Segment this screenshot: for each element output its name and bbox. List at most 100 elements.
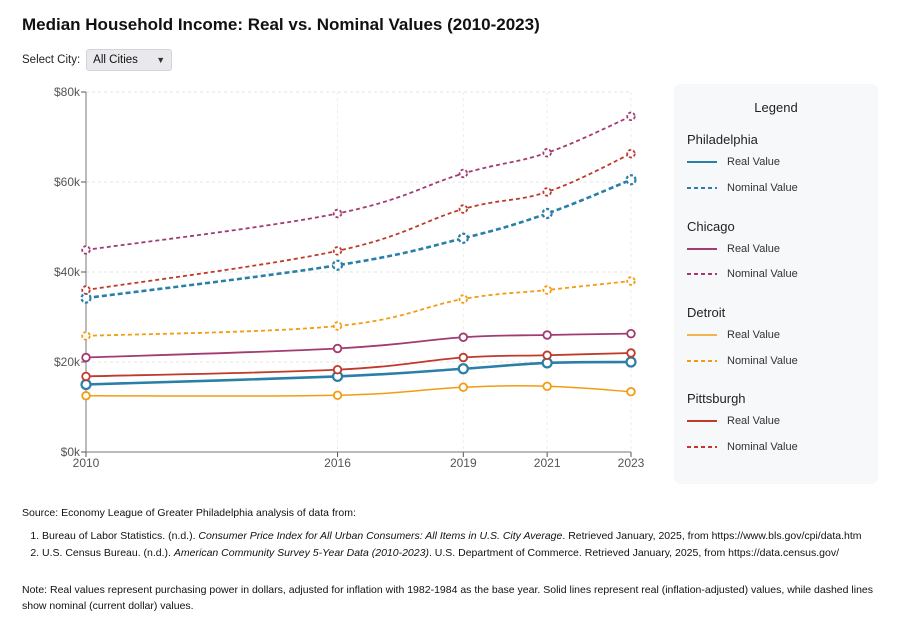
data-point-chicago-nominal-2021 — [542, 148, 552, 158]
y-tick-label: $0k — [61, 445, 81, 459]
data-point-philadelphia-real-2023 — [625, 356, 637, 368]
data-point-detroit-nominal-2010 — [81, 331, 91, 341]
series-line-pittsburgh-nominal — [85, 152, 632, 291]
series-line-detroit-real — [85, 385, 632, 397]
data-point-detroit-real-2023 — [626, 387, 636, 397]
data-point-chicago-real-2010 — [81, 352, 91, 363]
legend-city-detroit: Detroit — [687, 305, 726, 320]
dashed-line-swatch — [687, 187, 717, 189]
data-point-philadelphia-real-2010 — [80, 378, 92, 391]
series-line-pittsburgh-real — [85, 352, 632, 378]
ref-detail: . Retrieved January, 2025, from https://… — [562, 530, 862, 542]
legend-city-pittsburgh: Pittsburgh — [687, 391, 746, 406]
data-point-pittsburgh-real-2019 — [458, 352, 469, 363]
ref-detail: . U.S. Department of Commerce. Retrieved… — [428, 547, 840, 559]
data-point-philadelphia-nominal-2021 — [541, 207, 553, 220]
data-point-detroit-nominal-2023 — [626, 276, 636, 286]
data-point-chicago-nominal-2010 — [81, 245, 91, 255]
ref-author: Bureau of Labor Statistics. (n.d.). — [42, 530, 199, 542]
legend-item-label: Nominal Value — [727, 355, 798, 367]
data-point-pittsburgh-nominal-2016 — [332, 246, 343, 256]
dashed-line-swatch — [687, 446, 717, 448]
data-point-chicago-nominal-2023 — [626, 111, 636, 121]
data-point-pittsburgh-nominal-2023 — [626, 148, 636, 159]
legend-item-label: Real Value — [727, 243, 780, 255]
data-point-chicago-real-2016 — [332, 343, 343, 354]
legend-philadelphia-real: Real Value — [687, 156, 780, 168]
y-tick-label: $40k — [54, 265, 81, 279]
legend-city-philadelphia: Philadelphia — [687, 132, 758, 147]
ref-author: U.S. Census Bureau. (n.d.). — [42, 547, 174, 559]
legend-panel: Legend Philadelphia Real Value Nominal V… — [674, 84, 878, 484]
data-point-detroit-real-2016 — [332, 390, 343, 400]
legend-chicago-nominal: Nominal Value — [687, 268, 798, 280]
city-select-value: All Cities — [93, 54, 138, 66]
legend-philadelphia-nominal: Nominal Value — [687, 182, 798, 194]
data-point-pittsburgh-real-2021 — [542, 350, 552, 360]
reference-item: Bureau of Labor Statistics. (n.d.). Cons… — [42, 529, 884, 544]
data-point-detroit-real-2019 — [458, 382, 469, 392]
solid-line-swatch — [687, 334, 717, 336]
data-point-pittsburgh-real-2010 — [81, 371, 91, 382]
data-point-detroit-nominal-2021 — [542, 285, 552, 295]
chevron-down-icon: ▼ — [156, 55, 166, 65]
data-point-pittsburgh-nominal-2019 — [458, 204, 469, 214]
legend-chicago-real: Real Value — [687, 243, 780, 255]
x-tick-label: 2019 — [450, 456, 477, 470]
data-point-philadelphia-nominal-2016 — [331, 259, 344, 271]
data-point-philadelphia-real-2019 — [457, 363, 469, 375]
data-point-philadelphia-nominal-2023 — [625, 174, 637, 186]
data-point-pittsburgh-nominal-2010 — [81, 285, 91, 295]
chart-title: Median Household Income: Real vs. Nomina… — [22, 15, 540, 34]
legend-item-label: Real Value — [727, 415, 780, 427]
y-tick-label: $20k — [54, 355, 81, 369]
reference-list: Bureau of Labor Statistics. (n.d.). Cons… — [22, 529, 884, 561]
series-line-philadelphia-nominal — [85, 178, 632, 300]
ref-title: Consumer Price Index for All Urban Consu… — [198, 530, 563, 542]
x-tick-label: 2021 — [534, 456, 561, 470]
legend-item-label: Nominal Value — [727, 441, 798, 453]
data-point-chicago-nominal-2016 — [332, 208, 343, 219]
city-filter: Select City: All Cities ▼ — [22, 49, 173, 71]
data-point-chicago-real-2019 — [458, 332, 469, 342]
dashed-line-swatch — [687, 273, 717, 275]
y-tick-label: $60k — [54, 175, 81, 189]
reference-item: U.S. Census Bureau. (n.d.). American Com… — [42, 546, 884, 561]
legend-city-chicago: Chicago — [687, 219, 735, 234]
x-tick-label: 2010 — [73, 456, 100, 470]
series-line-chicago-nominal — [85, 115, 632, 251]
data-point-detroit-nominal-2016 — [332, 321, 343, 331]
legend-detroit-nominal: Nominal Value — [687, 355, 798, 367]
data-point-detroit-real-2021 — [542, 381, 552, 391]
legend-pittsburgh-real: Real Value — [687, 415, 780, 427]
legend-item-label: Nominal Value — [727, 268, 798, 280]
legend-item-label: Real Value — [727, 329, 780, 341]
city-select[interactable]: All Cities ▼ — [86, 49, 173, 71]
solid-line-swatch — [687, 420, 717, 422]
line-chart: $0k $20k $40k $60k $80k 2010 2016 2019 2021 2023 — [54, 85, 645, 470]
data-point-detroit-nominal-2019 — [458, 294, 469, 304]
data-point-chicago-nominal-2019 — [458, 168, 469, 179]
data-point-detroit-real-2010 — [81, 391, 91, 401]
source-heading: Source: Economy League of Greater Philad… — [22, 507, 356, 519]
legend-pittsburgh-nominal: Nominal Value — [687, 441, 798, 453]
data-point-philadelphia-nominal-2010 — [80, 292, 92, 304]
data-point-chicago-real-2021 — [542, 330, 552, 340]
ref-title: American Community Survey 5-Year Data (2… — [173, 547, 429, 559]
data-point-pittsburgh-nominal-2021 — [542, 187, 552, 197]
data-point-philadelphia-nominal-2019 — [457, 232, 469, 244]
legend-detroit-real: Real Value — [687, 329, 780, 341]
dashed-line-swatch — [687, 360, 717, 362]
x-tick-label: 2016 — [324, 456, 351, 470]
footnote: Note: Real values represent purchasing p… — [22, 584, 873, 612]
source-section: Source: Economy League of Greater Philad… — [22, 506, 884, 567]
select-city-label: Select City: — [22, 54, 81, 66]
series-line-detroit-nominal — [85, 280, 632, 337]
data-point-chicago-real-2023 — [626, 328, 636, 339]
data-point-pittsburgh-real-2023 — [626, 348, 636, 358]
solid-line-swatch — [687, 248, 717, 250]
y-tick-label: $80k — [54, 85, 81, 99]
legend-title: Legend — [754, 100, 798, 115]
solid-line-swatch — [687, 161, 717, 163]
x-tick-label: 2023 — [618, 456, 645, 470]
